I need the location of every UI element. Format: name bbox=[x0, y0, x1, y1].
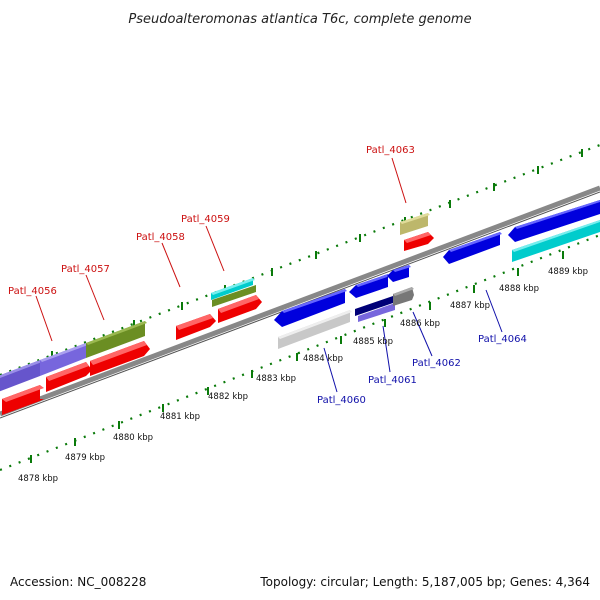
gene-label-patl-4063[interactable]: Patl_4063 bbox=[366, 145, 415, 156]
gene-red-5[interactable] bbox=[218, 295, 262, 323]
gene-red-1[interactable] bbox=[2, 385, 44, 415]
tick-label-4886: 4886 kbp bbox=[400, 319, 440, 329]
backbone-line bbox=[0, 185, 600, 417]
gene-patl-4057-olive[interactable] bbox=[86, 321, 147, 358]
gene-patl-4059-olive[interactable] bbox=[212, 285, 256, 307]
gene-patl-4059-cyan[interactable] bbox=[211, 278, 255, 300]
gene-blue-4[interactable] bbox=[443, 232, 502, 264]
gene-label-patl-4059[interactable]: Patl_4059 bbox=[181, 214, 230, 225]
gene-patl-4063-khaki[interactable] bbox=[400, 213, 430, 235]
gene-blue-1[interactable] bbox=[274, 289, 347, 327]
gene-label-patl-4060[interactable]: Patl_4060 bbox=[317, 395, 366, 406]
topology-text: Topology: circular; Length: 5,187,005 bp… bbox=[259, 575, 590, 589]
upper-dotted-track bbox=[0, 143, 600, 377]
map-title: Pseudoalteromonas atlantica T6c, complet… bbox=[128, 12, 471, 27]
gene-red-4[interactable] bbox=[176, 314, 216, 340]
lower-major-ticks bbox=[30, 251, 564, 463]
gene-patl-4064-cyan[interactable] bbox=[512, 220, 600, 262]
gene-patl-4056b-purple[interactable] bbox=[40, 343, 88, 376]
gene-label-patl-4062[interactable]: Patl_4062 bbox=[412, 358, 461, 369]
tick-label-4882: 4882 kbp bbox=[208, 392, 248, 402]
gene-red-6[interactable] bbox=[404, 232, 434, 251]
tick-label-4880: 4880 kbp bbox=[113, 433, 153, 443]
gene-patl-4061-navy[interactable] bbox=[355, 296, 395, 322]
tick-label-4887: 4887 kbp bbox=[450, 301, 490, 311]
tick-label-4879: 4879 kbp bbox=[65, 453, 105, 463]
gene-red-3[interactable] bbox=[90, 341, 150, 376]
tick-label-4878: 4878 kbp bbox=[18, 474, 58, 484]
tick-label-4884: 4884 kbp bbox=[303, 354, 343, 364]
gene-label-patl-4061[interactable]: Patl_4061 bbox=[368, 375, 417, 386]
gene-label-patl-4058[interactable]: Patl_4058 bbox=[136, 232, 185, 243]
accession-text: Accession: NC_008228 bbox=[10, 575, 146, 589]
forward-callout-lines bbox=[35, 157, 407, 342]
gene-label-patl-4056[interactable]: Patl_4056 bbox=[8, 286, 57, 297]
gene-blue-3[interactable] bbox=[387, 265, 411, 282]
gene-red-2[interactable] bbox=[46, 362, 92, 392]
gene-patl-4056-purple[interactable] bbox=[0, 360, 42, 392]
gene-label-patl-4057[interactable]: Patl_4057 bbox=[61, 264, 110, 275]
tick-label-4881: 4881 kbp bbox=[160, 412, 200, 422]
gene-label-patl-4064[interactable]: Patl_4064 bbox=[478, 334, 527, 345]
gene-patl-4060-gray[interactable] bbox=[278, 310, 352, 349]
tick-label-4885: 4885 kbp bbox=[353, 337, 393, 347]
tick-label-4888: 4888 kbp bbox=[499, 284, 539, 294]
gene-blue-2[interactable] bbox=[349, 274, 390, 298]
gene-patl-4062-darkgray[interactable] bbox=[393, 287, 414, 306]
gene-blue-5[interactable] bbox=[508, 200, 600, 242]
tick-label-4889: 4889 kbp bbox=[548, 267, 588, 277]
reverse-callout-lines bbox=[323, 289, 503, 393]
tick-label-4883: 4883 kbp bbox=[256, 374, 296, 384]
